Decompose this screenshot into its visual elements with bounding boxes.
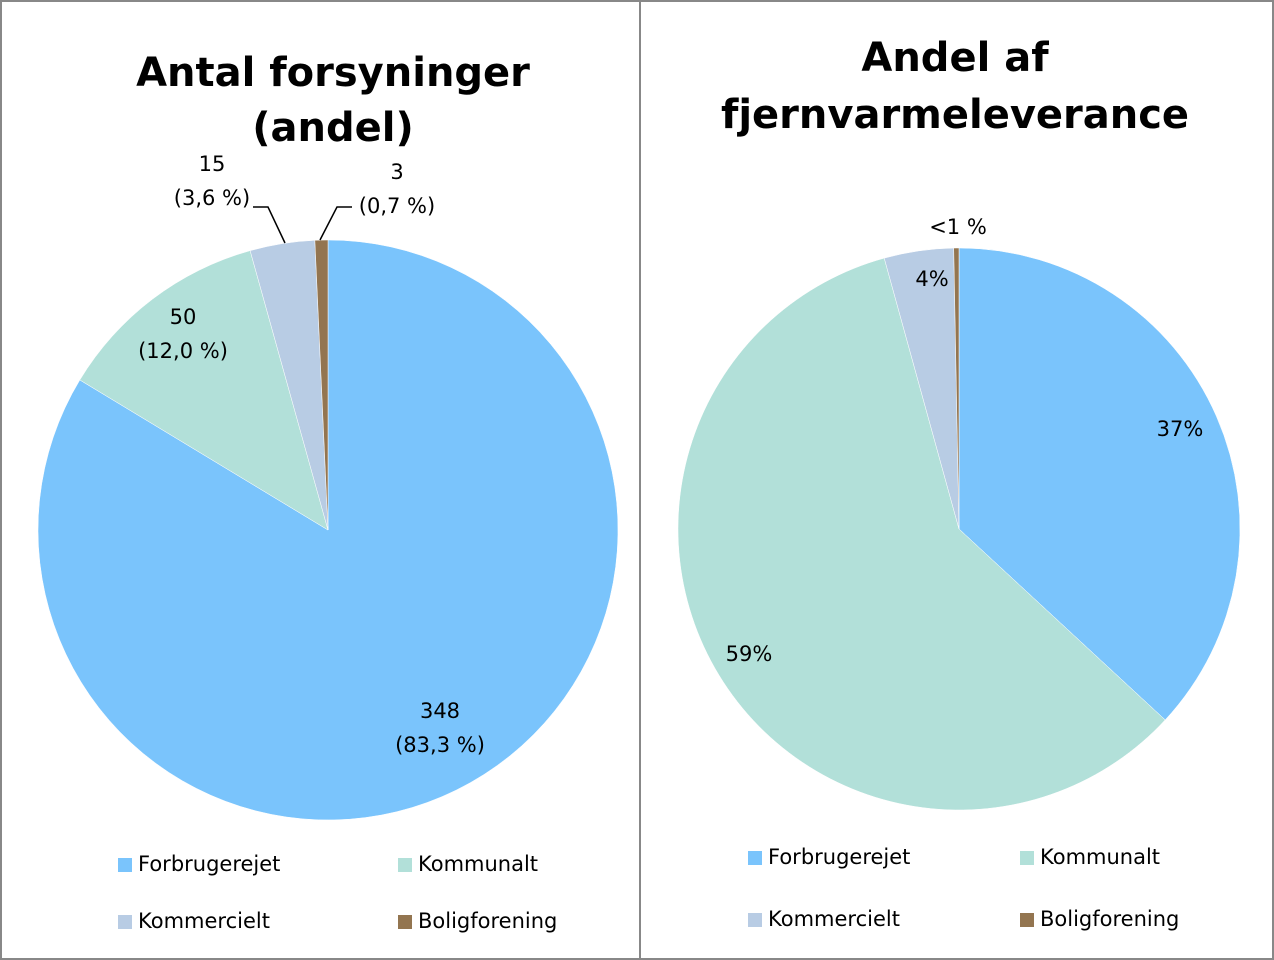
pie-slice — [958, 247, 1241, 721]
pie-slice — [677, 257, 1166, 811]
data-label: (83,3 %) — [395, 733, 485, 757]
legend-label: Kommunalt — [418, 852, 538, 876]
leader-line — [253, 206, 286, 244]
chart-title: Antal forsyninger — [136, 50, 530, 96]
legend-swatch — [398, 858, 412, 872]
data-label: 15 — [199, 152, 226, 176]
legend-label: Kommercielt — [138, 909, 270, 933]
legend-label: Kommunalt — [1040, 845, 1160, 869]
pie-slice — [314, 239, 329, 531]
data-label: 37% — [1157, 417, 1204, 441]
data-label: 348 — [420, 699, 460, 723]
data-label: (12,0 %) — [138, 339, 228, 363]
chart-title: Andel af — [861, 35, 1049, 81]
legend-label: Forbrugerejet — [138, 852, 280, 876]
data-label: <1 % — [929, 215, 987, 239]
legend-label: Boligforening — [1040, 907, 1179, 931]
legend-label: Boligforening — [418, 909, 557, 933]
pie-slice — [953, 247, 960, 530]
leader-line — [319, 206, 352, 241]
chart-title: fjernvarmeleverance — [721, 92, 1189, 138]
legend-swatch — [1020, 851, 1034, 865]
legend-label: Kommercielt — [768, 907, 900, 931]
data-label: (3,6 %) — [174, 186, 250, 210]
data-label: 59% — [726, 642, 773, 666]
legend-swatch — [398, 915, 412, 929]
data-label: 3 — [390, 160, 403, 184]
pie-slice — [37, 239, 619, 821]
legend-swatch — [118, 858, 132, 872]
legend-swatch — [748, 913, 762, 927]
data-label: (0,7 %) — [359, 194, 435, 218]
legend-swatch — [748, 851, 762, 865]
chart-title: (andel) — [252, 105, 414, 151]
data-label: 4% — [915, 267, 948, 291]
legend-swatch — [1020, 913, 1034, 927]
data-label: 50 — [170, 305, 197, 329]
legend-label: Forbrugerejet — [768, 845, 910, 869]
legend-swatch — [118, 915, 132, 929]
pie-slice — [79, 250, 329, 531]
